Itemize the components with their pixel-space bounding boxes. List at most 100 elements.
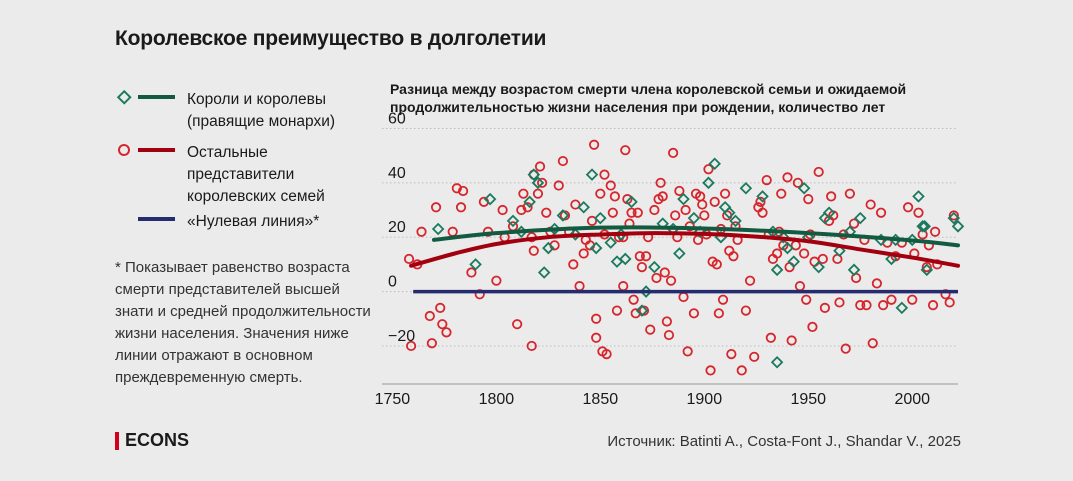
- royal-point: [441, 327, 452, 338]
- royal-point: [902, 202, 914, 213]
- monarch-point: [673, 247, 686, 260]
- footnote: * Показывает равенство возраста смерти п…: [115, 259, 371, 386]
- royal-point: [807, 321, 818, 333]
- y-tick-label: 0: [388, 274, 397, 291]
- royal-point: [699, 210, 710, 221]
- monarch-point: [777, 230, 790, 244]
- royal-point: [688, 308, 700, 319]
- royal-point: [728, 251, 739, 262]
- royal-point: [657, 191, 668, 202]
- royal-point: [591, 313, 602, 324]
- legend-marker-royals: [115, 142, 175, 162]
- monarch-point: [853, 211, 867, 225]
- royal-point: [455, 202, 467, 213]
- royal-point: [803, 194, 814, 205]
- royal-point: [867, 338, 878, 349]
- diamond-icon: [116, 89, 175, 105]
- royal-point: [921, 261, 932, 273]
- legend-label-monarchs: Короли и королевы (правящие монархи): [187, 91, 336, 130]
- royal-point: [697, 199, 708, 210]
- monarch-point: [918, 220, 932, 233]
- royal-point: [595, 188, 606, 199]
- royal-point: [844, 188, 855, 199]
- royal-point: [674, 185, 685, 197]
- monarch-point: [722, 206, 736, 219]
- trend-lines: [409, 225, 960, 294]
- royal-point: [817, 253, 828, 265]
- royal-point: [705, 365, 716, 376]
- royal-point: [819, 302, 831, 313]
- royal-point: [426, 338, 438, 349]
- royal-point: [655, 177, 666, 188]
- royal-point: [518, 188, 529, 199]
- royal-point: [512, 319, 523, 330]
- monarch-point: [589, 241, 603, 255]
- royal-point: [757, 207, 768, 218]
- brand-logo: ECONS: [115, 430, 189, 451]
- monarch-point: [677, 192, 690, 206]
- y-tick-label: −20: [388, 328, 415, 345]
- monarch-point: [947, 211, 961, 225]
- legend-label-royals: Остальные представители королевских семе…: [187, 144, 325, 205]
- trend-line: [431, 225, 960, 248]
- royal-point: [907, 294, 918, 305]
- royal-point: [776, 188, 787, 199]
- monarch-point: [604, 236, 618, 249]
- royal-point: [840, 343, 851, 354]
- royal-point: [668, 147, 679, 159]
- royal-point: [636, 261, 648, 273]
- monarch-point: [556, 209, 570, 222]
- royal-point: [589, 139, 600, 150]
- monarch-point: [822, 206, 836, 219]
- royal-point: [620, 145, 631, 156]
- monarch-point: [537, 266, 551, 279]
- royal-point: [532, 188, 544, 199]
- royal-point: [559, 210, 571, 221]
- royal-point: [930, 226, 941, 237]
- monarch-point: [756, 190, 769, 203]
- royal-point: [651, 272, 662, 284]
- monarch-point: [951, 220, 965, 233]
- monarch-point: [912, 190, 925, 203]
- royal-point: [792, 177, 803, 188]
- monarch-point: [739, 181, 753, 195]
- monarch-point: [916, 220, 929, 233]
- monarch-point: [920, 263, 934, 277]
- royal-point: [801, 294, 812, 305]
- royal-point: [749, 351, 760, 362]
- trend-line: [409, 231, 960, 268]
- logo-bar: [115, 431, 119, 450]
- monarch-point: [833, 244, 846, 258]
- monarch-point: [708, 157, 721, 171]
- royal-point: [553, 180, 564, 191]
- y-tick-label: 40: [388, 165, 406, 182]
- source-note: Источник: Batinti A., Costa-Font J., Sha…: [607, 433, 961, 450]
- royal-point: [406, 340, 417, 352]
- royal-point: [809, 256, 820, 267]
- royal-point: [568, 259, 579, 270]
- royal-point: [678, 291, 689, 303]
- royal-point: [834, 297, 845, 308]
- y-tick-label: 20: [388, 219, 406, 236]
- monarch-point: [483, 192, 497, 206]
- royal-point: [765, 332, 776, 343]
- legend-item-royals: Остальные представители королевских семе…: [115, 142, 325, 208]
- royal-point: [717, 294, 729, 305]
- monarch-point: [619, 252, 632, 266]
- royal-points: [403, 139, 959, 376]
- monarch-point: [469, 258, 482, 271]
- royal-point: [848, 218, 860, 229]
- royal-point: [784, 261, 795, 273]
- royal-point: [626, 207, 637, 218]
- royal-point: [601, 348, 612, 360]
- royal-point: [649, 204, 660, 216]
- x-tick-label: 1850: [583, 391, 619, 408]
- royal-point: [491, 275, 502, 286]
- legend-marker-monarchs: [115, 89, 175, 109]
- royal-point: [663, 329, 675, 341]
- royal-point: [878, 300, 889, 311]
- royal-point: [680, 204, 691, 216]
- chart-subtitle: Разница между возрастом смерти члена кор…: [390, 81, 907, 115]
- royal-point: [557, 155, 569, 167]
